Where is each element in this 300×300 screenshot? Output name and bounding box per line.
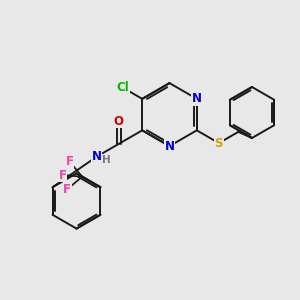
Text: N: N — [92, 150, 102, 163]
Text: F: F — [59, 169, 67, 182]
Text: F: F — [63, 183, 71, 196]
Text: F: F — [66, 155, 74, 168]
Text: Cl: Cl — [116, 81, 129, 94]
Text: O: O — [114, 115, 124, 128]
Text: H: H — [102, 154, 111, 165]
Text: N: N — [164, 140, 175, 153]
Text: N: N — [192, 92, 202, 105]
Text: S: S — [214, 136, 223, 150]
